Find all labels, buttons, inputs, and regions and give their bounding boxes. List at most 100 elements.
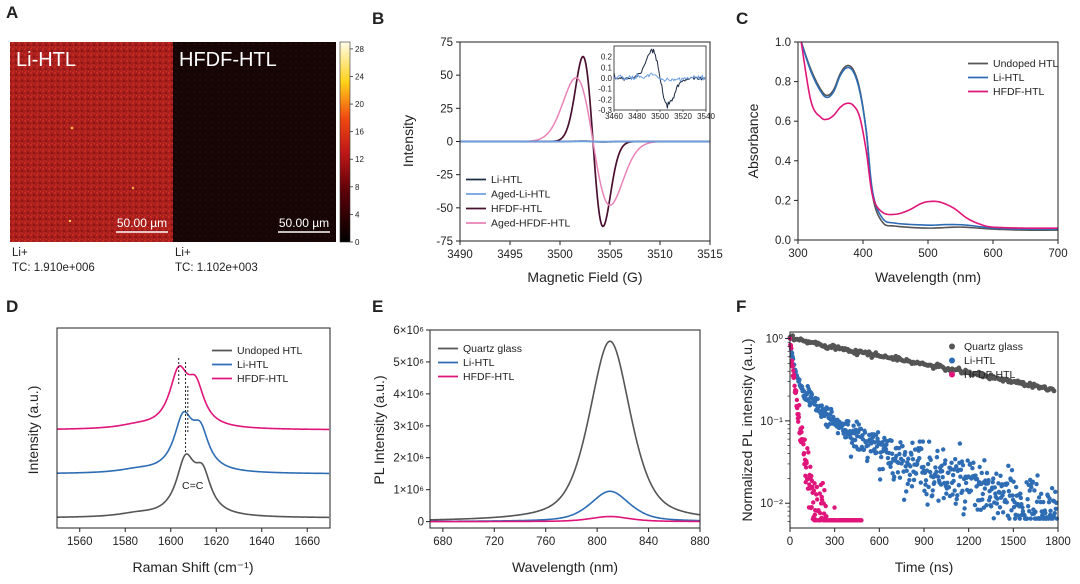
panel-c-xlabel: Wavelength (nm): [875, 269, 981, 285]
data-point: [900, 443, 905, 449]
data-point: [894, 453, 899, 459]
data-point: [819, 403, 824, 408]
panel-e-ticks: 680 720 760 800 840 880 0 1×10⁶ 2×10⁶ 3×10⁶ 4×10⁶ 5…: [393, 325, 709, 548]
data-point: [1000, 493, 1005, 498]
data-point: [884, 442, 889, 447]
data-point: [812, 512, 818, 517]
panel-f-points: [787, 333, 1060, 523]
data-point: [1048, 508, 1053, 514]
li-htl-map-title: Li-HTL: [16, 49, 76, 71]
inset-series-line: [613, 72, 706, 82]
bright-spot: [68, 219, 72, 223]
data-point: [799, 384, 805, 389]
tick-label: 50: [440, 70, 453, 82]
data-point: [925, 502, 930, 507]
data-point: [792, 375, 797, 380]
colorbar-tick-label: 0: [355, 238, 360, 247]
data-point: [888, 464, 893, 470]
data-point: [807, 403, 813, 408]
tick-label: 600: [983, 248, 1002, 260]
data-point: [888, 460, 894, 465]
panel-f: F 0 300 600 900 1200 1500 1800 10⁰ 10⁻¹ 10⁻² Time…: [736, 297, 1071, 575]
series-line: [800, 41, 1058, 230]
data-point: [968, 488, 974, 493]
tick-label: 500: [918, 248, 937, 260]
data-point: [892, 474, 897, 480]
tick-label: 3495: [497, 249, 523, 261]
right-caption-tc: TC: 1.102e+003: [175, 262, 258, 274]
data-point: [789, 358, 795, 363]
data-point: [917, 439, 922, 444]
bright-spot: [131, 186, 135, 190]
data-point: [950, 472, 956, 478]
panel-a-label: A: [6, 3, 18, 22]
data-point: [982, 458, 987, 463]
legend-label: HFDF-HTL: [491, 203, 542, 215]
data-point: [835, 430, 841, 436]
data-point: [979, 470, 984, 476]
tick-label: 4×10⁶: [393, 389, 424, 401]
data-point: [994, 501, 1000, 506]
tick-label: 0.8: [775, 77, 791, 89]
data-point: [958, 474, 963, 479]
data-point: [901, 497, 907, 502]
legend-label: Quartz glass: [964, 341, 1023, 353]
data-point: [995, 496, 1000, 501]
data-point: [932, 480, 937, 485]
tick-label: 3520: [674, 112, 692, 121]
data-point: [861, 447, 867, 452]
legend-label: Undoped HTL: [237, 345, 303, 357]
legend-label: HFDF-HTL: [964, 369, 1015, 381]
data-point: [980, 497, 985, 502]
data-point: [889, 438, 894, 444]
data-point: [824, 411, 830, 417]
data-point: [1049, 486, 1055, 491]
inset-y-tick-label: -0.2: [598, 95, 612, 104]
data-point: [963, 480, 969, 486]
data-point: [1028, 516, 1033, 521]
data-point: [982, 486, 988, 491]
data-point: [1010, 493, 1015, 498]
tick-label: 1560: [67, 536, 93, 548]
data-point: [875, 436, 880, 441]
data-point: [883, 446, 889, 452]
data-point: [956, 482, 962, 488]
data-point: [918, 480, 923, 485]
data-point: [977, 464, 982, 470]
tick-label: 10⁰: [766, 334, 784, 346]
data-point: [1043, 510, 1048, 516]
data-point: [955, 493, 960, 498]
data-point: [808, 464, 813, 470]
data-point: [1029, 484, 1034, 490]
data-point: [841, 421, 847, 427]
data-point: [815, 396, 820, 402]
panel-d-legend: Undoped HTL Li-HTL HFDF-HTL: [212, 345, 303, 385]
data-point: [921, 464, 926, 470]
data-point: [941, 495, 946, 501]
data-point: [974, 476, 980, 482]
data-point: [1035, 473, 1040, 478]
data-point: [928, 457, 933, 463]
tick-label: 1500: [1001, 536, 1027, 548]
data-point: [952, 488, 957, 493]
left-caption-ion: Li+: [12, 247, 28, 259]
data-point: [902, 450, 908, 455]
tick-label: 300: [788, 248, 807, 260]
colorbar-tick-label: 24: [355, 72, 364, 81]
data-point: [1011, 504, 1017, 510]
data-point: [913, 471, 919, 476]
data-point: [962, 506, 967, 511]
panel-f-legend: Quartz glass Li-HTL HFDF-HTL: [949, 341, 1023, 381]
data-point: [910, 457, 916, 462]
data-point: [807, 399, 812, 405]
data-point: [897, 475, 903, 480]
data-point: [1006, 463, 1011, 469]
data-point: [829, 409, 834, 415]
panel-c-ticks: 300 400 500 600 700 0.0 0.2 0.4 0.6 0.8 1.0: [775, 37, 1068, 260]
data-point: [880, 466, 885, 472]
data-point: [812, 481, 817, 486]
tick-label: 600: [870, 536, 889, 548]
panel-d-frame: [56, 327, 331, 529]
panel-f-ylabel: Normalized PL intensity (a.u.): [739, 338, 755, 521]
data-point: [1024, 516, 1030, 521]
